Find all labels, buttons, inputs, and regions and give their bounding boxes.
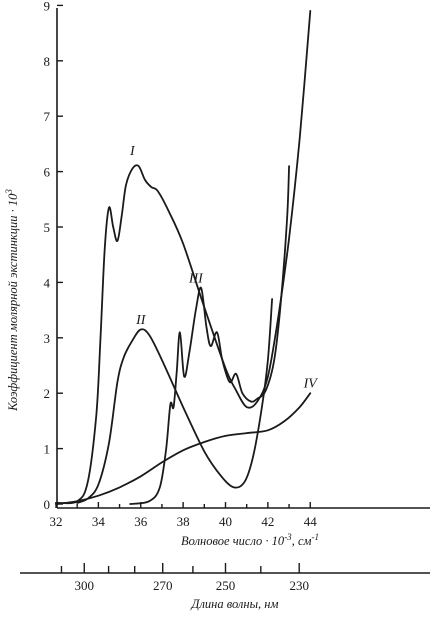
x-tick-label: 40 [219, 514, 232, 529]
y-tick-label: 0 [44, 497, 51, 512]
series-label-i: I [129, 144, 136, 159]
series-line-i [55, 10, 312, 505]
x-tick-label: 34 [92, 514, 106, 529]
x2-tick-label: 270 [153, 578, 173, 593]
x-ticks: 32 34 36 38 40 42 44 [50, 502, 318, 529]
series-label-ii: II [135, 313, 147, 328]
y-tick-label: 8 [44, 54, 51, 69]
y-tick-label: 5 [44, 220, 51, 235]
x2-tick-label: 250 [216, 578, 236, 593]
y-ticks: 0 1 2 3 4 5 6 7 8 9 [44, 0, 63, 512]
x-tick-label: 32 [50, 514, 63, 529]
y-tick-label: 2 [44, 386, 51, 401]
x-tick-label: 44 [304, 514, 318, 529]
series-line-iv [55, 392, 312, 505]
x2-ticks: 300 270 250 230 [60, 563, 309, 593]
x-axis-title: Волновое число · 10-3, см-1 [181, 532, 319, 548]
x2-axis-title: Длина волны, нм [191, 597, 279, 611]
y-tick-label: 4 [44, 275, 51, 290]
y-axis-title: Коэффициент молярной экстинкции · 103 [4, 189, 20, 412]
y-tick-label: 6 [44, 165, 51, 180]
y-tick-label: 7 [44, 109, 51, 124]
series-line-ii [76, 298, 273, 504]
x2-tick-label: 300 [75, 578, 95, 593]
series-line-iii [129, 165, 290, 505]
axes-frame [20, 8, 430, 574]
y-tick-label: 1 [44, 442, 51, 457]
y-tick-label: 3 [44, 331, 51, 346]
x-tick-label: 42 [261, 514, 274, 529]
series-label-iv: IV [303, 377, 319, 392]
x-tick-label: 38 [177, 514, 190, 529]
series-label-iii: III [188, 271, 204, 286]
x2-tick-label: 230 [289, 578, 309, 593]
x-tick-label: 36 [134, 514, 148, 529]
y-tick-label: 9 [44, 0, 51, 13]
